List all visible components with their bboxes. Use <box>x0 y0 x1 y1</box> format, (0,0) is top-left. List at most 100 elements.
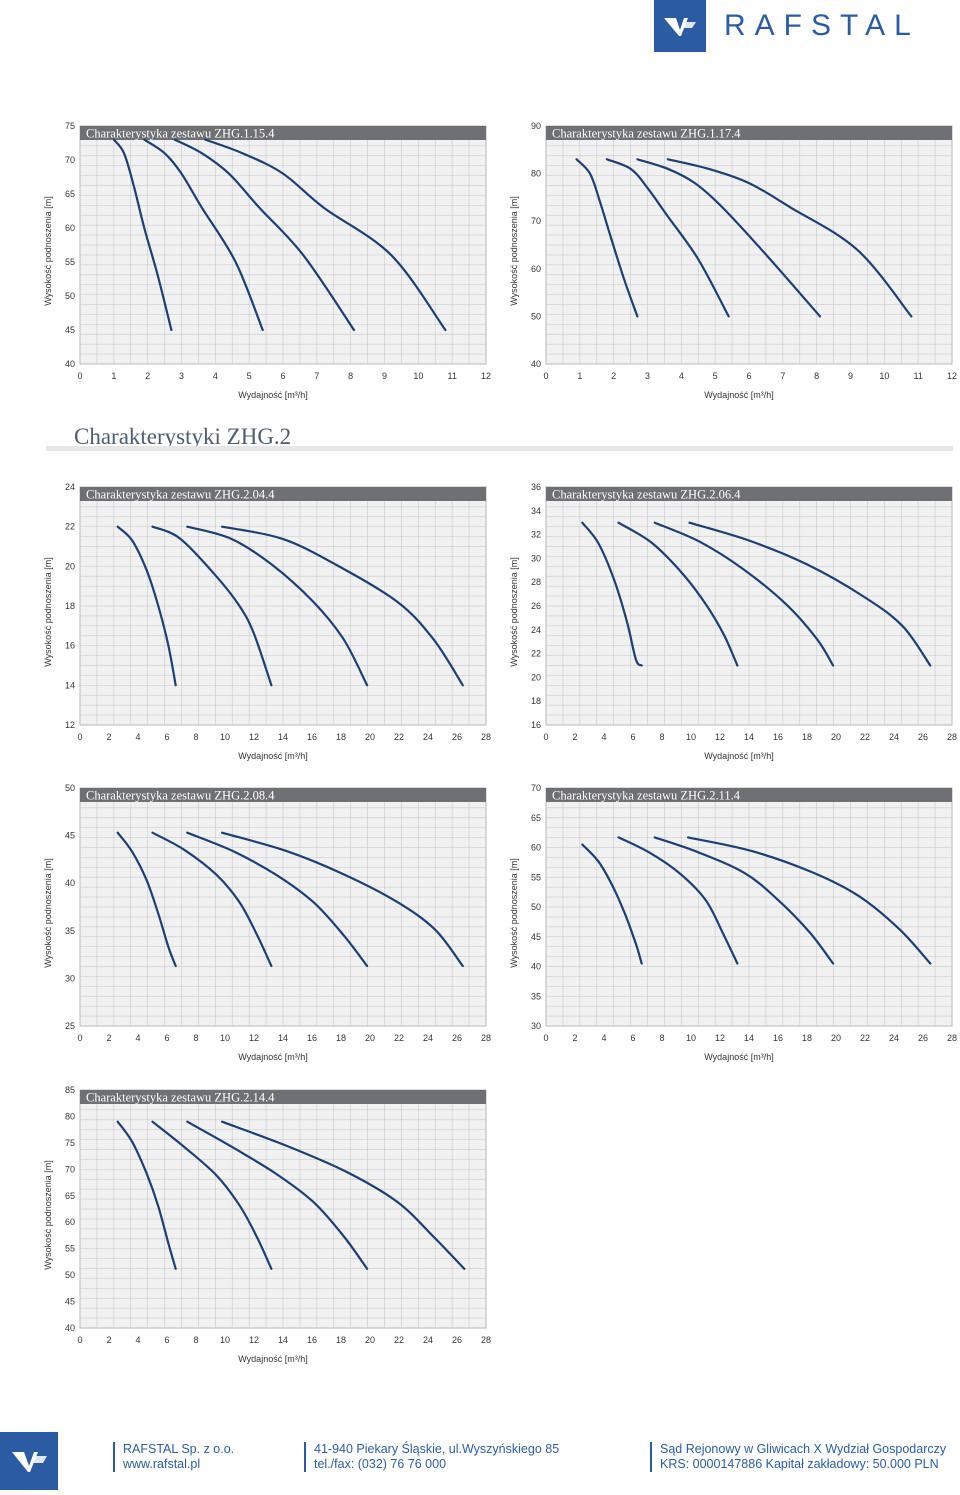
chart-title-bar <box>80 788 486 802</box>
y-tick-label: 85 <box>65 1085 75 1095</box>
x-tick-label: 11 <box>447 371 456 381</box>
x-tick-label: 14 <box>744 1033 754 1043</box>
x-tick-label: 10 <box>686 1033 696 1043</box>
x-tick-label: 14 <box>744 732 754 742</box>
chart-title: Charakterystyka zestawu ZHG.2.11.4 <box>552 789 741 803</box>
x-tick-label: 10 <box>220 1033 230 1043</box>
section-divider <box>46 446 953 451</box>
x-tick-label: 4 <box>679 371 684 381</box>
x-tick-label: 6 <box>280 371 285 381</box>
x-tick-label: 20 <box>365 1335 375 1345</box>
x-tick-label: 24 <box>423 1335 433 1345</box>
pump-curve-2 <box>151 1120 273 1270</box>
x-tick-label: 14 <box>278 732 288 742</box>
x-tick-label: 16 <box>307 1335 317 1345</box>
chart-5: Charakterystyka zestawu ZHG.2.08.40 2 4 6 8 1… <box>43 783 491 1062</box>
x-tick-label: 12 <box>249 1335 259 1345</box>
footer-website[interactable]: www.rafstal.pl <box>123 1457 201 1471</box>
y-tick-label: 80 <box>65 1111 75 1121</box>
x-tick-label: 4 <box>601 732 606 742</box>
x-tick-label: 8 <box>659 732 664 742</box>
pump-curve-1 <box>116 1120 177 1270</box>
y-tick-label: 25 <box>65 1021 75 1031</box>
x-tick-label: 10 <box>413 371 423 381</box>
x-tick-label: 6 <box>630 1033 635 1043</box>
x-tick-label: 8 <box>659 1033 664 1043</box>
y-tick-label: 55 <box>65 1244 75 1254</box>
x-tick-label: 6 <box>164 732 169 742</box>
chart-title-bar <box>546 487 952 501</box>
pump-curve-2 <box>151 525 273 687</box>
x-tick-label: 22 <box>394 1335 404 1345</box>
x-tick-label: 0 <box>543 371 548 381</box>
x-tick-label: 2 <box>572 732 577 742</box>
pump-curve-1 <box>116 525 177 687</box>
pump-curve-2 <box>605 158 730 318</box>
y-tick-label: 12 <box>65 720 75 730</box>
y-tick-label: 22 <box>65 522 75 532</box>
pump-curve-2 <box>151 831 273 968</box>
footer-krs: KRS: 0000147886 Kapitał zakładowy: 50.00… <box>660 1457 939 1471</box>
y-tick-label: 14 <box>65 680 75 690</box>
y-axis-label: Wysokość podnoszenia [m] <box>509 557 519 666</box>
x-tick-label: 0 <box>77 1033 82 1043</box>
y-tick-label: 70 <box>531 783 541 793</box>
y-tick-label: 50 <box>65 783 75 793</box>
x-tick-label: 6 <box>746 371 751 381</box>
chart-title: Charakterystyka zestawu ZHG.1.15.4 <box>86 127 275 141</box>
y-axis-label: Wysokość podnoszenia [m] <box>43 557 53 666</box>
x-tick-label: 24 <box>423 732 433 742</box>
pump-curve-3 <box>186 831 369 968</box>
y-tick-label: 55 <box>531 872 541 882</box>
chart-title: Charakterystyka zestawu ZHG.2.06.4 <box>552 488 741 502</box>
x-tick-label: 8 <box>814 371 819 381</box>
y-tick-label: 30 <box>531 553 541 563</box>
x-tick-label: 6 <box>630 732 635 742</box>
x-tick-label: 18 <box>802 1033 812 1043</box>
x-tick-label: 0 <box>543 732 548 742</box>
y-tick-label: 60 <box>65 1217 75 1227</box>
x-tick-label: 28 <box>481 732 491 742</box>
x-axis-label: Wydajność [m³/h] <box>238 751 307 761</box>
pump-curve-4 <box>221 831 464 968</box>
x-tick-label: 12 <box>481 371 491 381</box>
y-tick-label: 50 <box>531 311 541 321</box>
footer: RAFSTAL Sp. z o.o. www.rafstal.pl 41-940… <box>0 1428 960 1491</box>
pump-curve-1 <box>116 831 177 968</box>
y-tick-label: 18 <box>531 696 541 706</box>
pump-curve-3 <box>173 138 356 332</box>
y-tick-label: 28 <box>531 577 541 587</box>
chart-title-bar <box>80 126 486 140</box>
x-tick-label: 20 <box>831 732 841 742</box>
x-tick-label: 7 <box>780 371 785 381</box>
y-tick-label: 40 <box>531 359 541 369</box>
x-tick-label: 12 <box>947 371 957 381</box>
footer-phone: tel./fax: (032) 76 76 000 <box>314 1457 447 1471</box>
x-tick-label: 16 <box>307 1033 317 1043</box>
x-tick-label: 20 <box>365 1033 375 1043</box>
chart-title: Charakterystyka zestawu ZHG.1.17.4 <box>552 127 741 141</box>
pump-curve-2 <box>617 521 739 667</box>
x-tick-label: 20 <box>365 732 375 742</box>
y-tick-label: 24 <box>531 625 541 635</box>
x-tick-label: 8 <box>193 1033 198 1043</box>
x-tick-label: 26 <box>918 732 928 742</box>
pump-curve-3 <box>653 836 835 965</box>
pump-curve-4 <box>221 525 464 687</box>
pump-curve-1 <box>112 138 173 332</box>
chart-1: Charakterystyka zestawu ZHG.1.15.40 1 2 3 4 5… <box>43 121 491 400</box>
y-tick-label: 90 <box>531 121 541 131</box>
y-tick-label: 40 <box>65 878 75 888</box>
footer-company: RAFSTAL Sp. z o.o. <box>123 1442 235 1456</box>
footer-court: Sąd Rejonowy w Gliwicach X Wydział Gospo… <box>660 1442 947 1456</box>
x-tick-label: 18 <box>336 732 346 742</box>
y-tick-label: 60 <box>65 223 75 233</box>
y-tick-label: 18 <box>65 601 75 611</box>
y-tick-label: 80 <box>531 169 541 179</box>
pump-curve-4 <box>666 158 913 318</box>
y-axis-label: Wysokość podnoszenia [m] <box>509 858 519 967</box>
x-tick-label: 18 <box>802 732 812 742</box>
y-tick-label: 50 <box>65 1270 75 1280</box>
x-tick-label: 22 <box>860 1033 870 1043</box>
y-axis-label: Wysokość podnoszenia [m] <box>43 196 53 305</box>
